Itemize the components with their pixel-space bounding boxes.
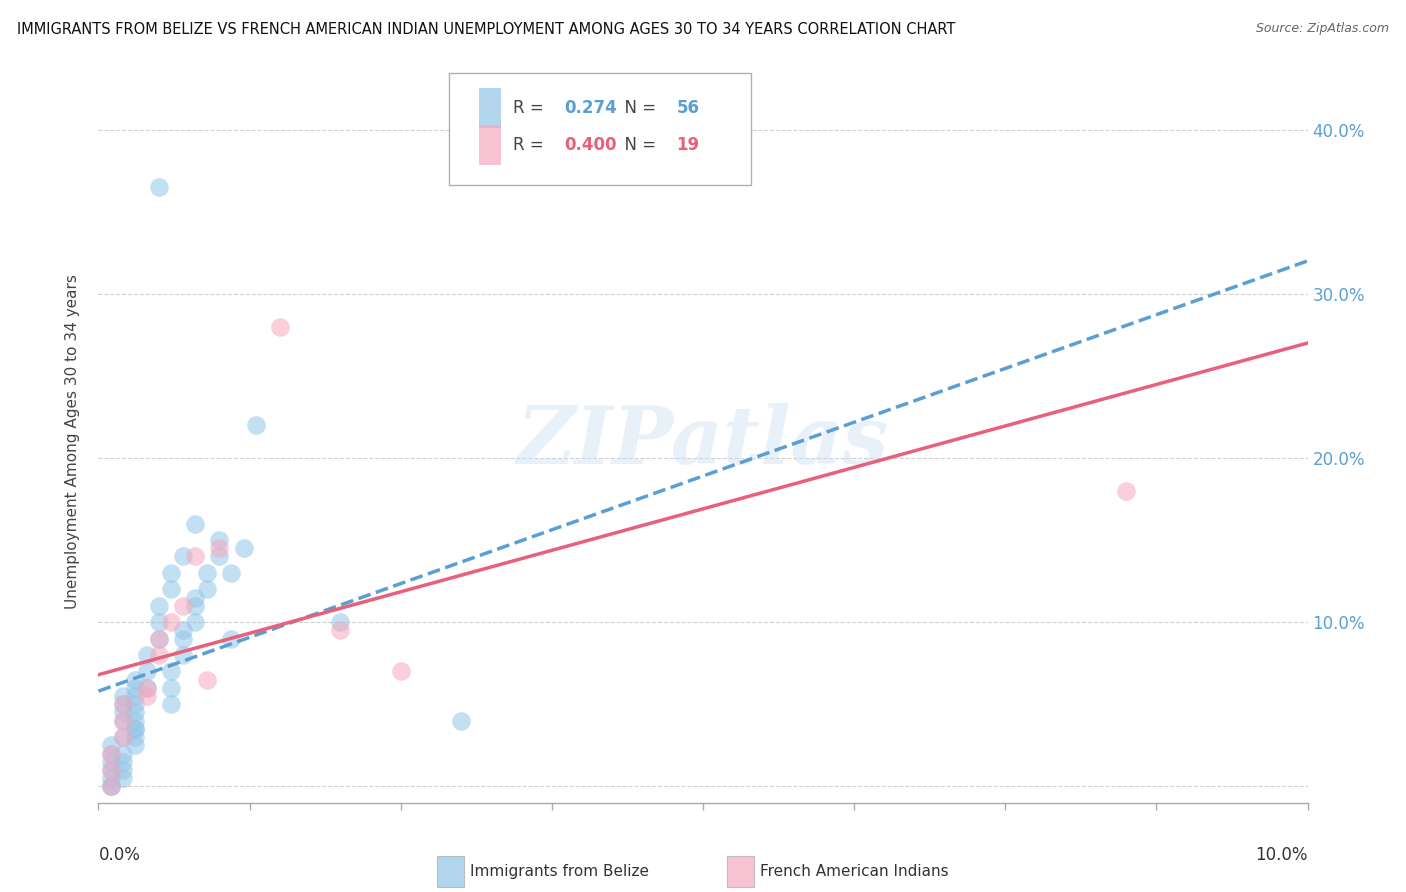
Point <box>111 763 134 777</box>
Point <box>135 665 157 679</box>
Point <box>111 730 134 744</box>
Point <box>160 615 183 630</box>
Point <box>135 681 157 695</box>
Point <box>184 549 207 564</box>
Point <box>221 632 243 646</box>
Point <box>100 763 122 777</box>
Point <box>329 615 352 630</box>
Point <box>111 706 134 720</box>
Point <box>111 698 134 712</box>
Text: 0.274: 0.274 <box>564 99 617 117</box>
Point <box>245 418 267 433</box>
Point <box>148 180 170 194</box>
Point <box>124 681 146 695</box>
Point <box>160 665 183 679</box>
Point <box>135 648 157 662</box>
Point <box>389 665 412 679</box>
Point <box>148 632 170 646</box>
Point <box>111 714 134 728</box>
Point <box>100 755 122 769</box>
Point <box>172 599 194 613</box>
Point <box>184 599 207 613</box>
Point <box>1115 483 1137 498</box>
Point <box>100 771 122 785</box>
Point <box>160 698 183 712</box>
Point <box>195 582 218 597</box>
Point <box>329 624 352 638</box>
Y-axis label: Unemployment Among Ages 30 to 34 years: Unemployment Among Ages 30 to 34 years <box>65 274 80 609</box>
Point <box>221 566 243 580</box>
Point <box>160 566 183 580</box>
Text: 10.0%: 10.0% <box>1256 847 1308 864</box>
Point <box>111 755 134 769</box>
Point <box>124 739 146 753</box>
Point <box>124 714 146 728</box>
Point <box>148 599 170 613</box>
Point <box>184 516 207 531</box>
Point <box>124 722 146 736</box>
Text: Source: ZipAtlas.com: Source: ZipAtlas.com <box>1256 22 1389 36</box>
Point <box>184 591 207 605</box>
Point <box>111 698 134 712</box>
Point <box>148 632 170 646</box>
Point <box>208 549 231 564</box>
Point <box>100 747 122 761</box>
Text: IMMIGRANTS FROM BELIZE VS FRENCH AMERICAN INDIAN UNEMPLOYMENT AMONG AGES 30 TO 3: IMMIGRANTS FROM BELIZE VS FRENCH AMERICA… <box>17 22 955 37</box>
FancyBboxPatch shape <box>479 88 501 128</box>
Point <box>148 615 170 630</box>
Point <box>172 648 194 662</box>
Point <box>111 747 134 761</box>
Point <box>124 722 146 736</box>
Point <box>124 730 146 744</box>
Point <box>208 533 231 547</box>
Point <box>269 319 291 334</box>
Point <box>111 771 134 785</box>
Point <box>124 706 146 720</box>
Text: French American Indians: French American Indians <box>759 864 949 879</box>
Point <box>172 549 194 564</box>
Text: 0.0%: 0.0% <box>98 847 141 864</box>
Text: 19: 19 <box>676 136 700 154</box>
Point <box>111 689 134 703</box>
FancyBboxPatch shape <box>727 855 754 888</box>
Point <box>172 632 194 646</box>
Point <box>100 780 122 794</box>
Point <box>135 689 157 703</box>
FancyBboxPatch shape <box>479 126 501 165</box>
Point <box>172 624 194 638</box>
Point <box>100 780 122 794</box>
Point <box>208 541 231 556</box>
Point <box>100 739 122 753</box>
Point <box>232 541 254 556</box>
Point <box>111 730 134 744</box>
Point <box>124 673 146 687</box>
Text: R =: R = <box>513 136 550 154</box>
Point <box>148 648 170 662</box>
Point <box>124 698 146 712</box>
Text: 0.400: 0.400 <box>564 136 616 154</box>
Point <box>195 673 218 687</box>
Point <box>100 747 122 761</box>
FancyBboxPatch shape <box>449 73 751 185</box>
FancyBboxPatch shape <box>437 855 464 888</box>
Text: 56: 56 <box>676 99 699 117</box>
Point <box>135 681 157 695</box>
Text: Immigrants from Belize: Immigrants from Belize <box>470 864 648 879</box>
Point <box>160 681 183 695</box>
Point <box>100 780 122 794</box>
Point <box>195 566 218 580</box>
Text: N =: N = <box>613 136 661 154</box>
Point <box>450 714 472 728</box>
Point <box>111 714 134 728</box>
Text: R =: R = <box>513 99 550 117</box>
Point <box>100 763 122 777</box>
Point <box>124 689 146 703</box>
Text: ZIPatlas: ZIPatlas <box>517 403 889 480</box>
Point <box>160 582 183 597</box>
Point <box>184 615 207 630</box>
Text: N =: N = <box>613 99 661 117</box>
